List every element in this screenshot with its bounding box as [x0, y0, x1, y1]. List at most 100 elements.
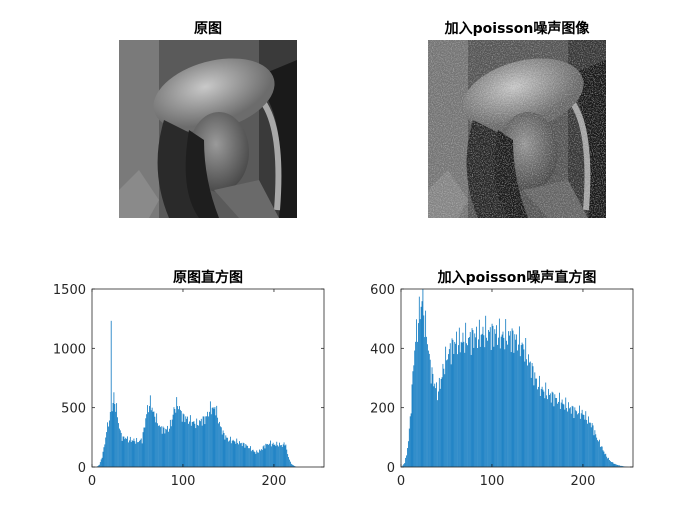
histogram-bar [266, 444, 268, 467]
histogram-bar [488, 329, 489, 467]
histogram-bar [144, 427, 146, 467]
histogram-bar [256, 450, 258, 467]
histogram-bar [486, 337, 487, 467]
histogram-bar [261, 450, 263, 467]
histogram-bar [582, 414, 584, 467]
histogram-bar [601, 446, 603, 467]
histogram-bar [569, 407, 571, 467]
histogram-bar [146, 414, 148, 467]
histogram-bar [418, 296, 420, 467]
histogram-bar [249, 448, 250, 467]
histogram-bar [576, 411, 578, 467]
histogram-bar [555, 397, 557, 467]
histogram-bar [481, 333, 483, 467]
histogram-bar [275, 446, 277, 467]
y-tick-label: 600 [370, 283, 395, 298]
histogram-bar [413, 365, 415, 467]
histogram-bar [276, 441, 278, 467]
histogram-bar [98, 464, 100, 467]
histogram-bar [564, 409, 566, 467]
histogram-bar [599, 447, 601, 467]
histogram-bar [104, 444, 106, 467]
histogram-bar [464, 352, 466, 467]
histogram-bar [407, 448, 408, 467]
histogram-bar [148, 412, 149, 467]
histogram-bar [228, 441, 229, 467]
histogram-bar [436, 382, 437, 467]
histogram-bar [271, 444, 273, 467]
histogram-bar [246, 445, 248, 467]
histogram-bar [285, 444, 287, 467]
histogram-bar [520, 345, 522, 467]
histogram-bar [270, 440, 271, 467]
histogram-bar [585, 411, 587, 467]
histogram-bar [522, 344, 524, 467]
histogram-bar [465, 322, 467, 467]
histogram-bar [112, 402, 114, 467]
histogram-bar [241, 446, 243, 467]
histogram-bar [498, 337, 499, 467]
histogram-bar [454, 341, 456, 467]
histogram-bar [556, 397, 558, 467]
histogram-bar [468, 337, 469, 467]
histogram-bar [571, 405, 573, 467]
histogram-bar [219, 421, 220, 467]
histogram-bar [138, 442, 139, 467]
histogram-bar [200, 418, 202, 467]
histogram-bar [557, 403, 558, 467]
histogram-bar [251, 449, 253, 467]
histogram-bar [538, 386, 539, 467]
histogram-bar [494, 329, 496, 467]
histogram-bar [595, 434, 597, 467]
histogram-bar [503, 337, 505, 467]
histogram-bar [290, 461, 291, 467]
histogram-bar [542, 389, 544, 467]
histogram-bar [414, 350, 416, 467]
histogram-bar [181, 421, 183, 467]
histogram-bar [417, 341, 418, 467]
histogram-bar [254, 452, 256, 467]
histogram-bar [578, 413, 579, 467]
histogram-bar [269, 443, 270, 467]
histogram-bar [621, 465, 623, 467]
histogram-bar [580, 413, 582, 467]
histogram-bar [114, 404, 116, 467]
histogram-bar [129, 440, 130, 467]
histogram-bar [613, 463, 615, 467]
histogram-bar [438, 391, 439, 467]
histogram-bar [591, 423, 593, 467]
histogram-bar [218, 423, 219, 467]
histogram-bar [498, 318, 500, 467]
histogram-bar [115, 411, 117, 467]
histogram-bar [616, 464, 618, 467]
histogram-bar [471, 328, 473, 467]
histogram-bar [207, 411, 209, 467]
histogram-bar [155, 422, 157, 467]
histogram-bar [528, 354, 529, 467]
x-tick-label: 200 [571, 474, 596, 489]
axes-box [91, 288, 325, 468]
histogram-bar [163, 427, 165, 467]
histogram-bar [426, 336, 427, 467]
y-tick-label: 0 [78, 461, 86, 476]
histogram-bar [135, 443, 137, 467]
histogram-bar [174, 409, 176, 467]
histogram-bar [405, 457, 407, 467]
histogram-bar [179, 409, 181, 467]
histogram-bar [420, 306, 422, 467]
histogram-bar [532, 366, 534, 467]
histogram-bar [508, 335, 510, 467]
histogram-bar [293, 465, 295, 467]
histogram-bar [452, 339, 454, 467]
histogram-bar [154, 416, 156, 467]
histogram-bar [438, 377, 440, 467]
histogram-bar [260, 449, 262, 467]
histogram-bar [409, 416, 411, 467]
histogram-bar [204, 424, 206, 467]
histogram-bar [619, 465, 621, 467]
histogram-bar [545, 382, 547, 467]
histogram-bar [559, 408, 561, 467]
histogram-bar [534, 372, 536, 467]
histogram-bar [468, 337, 470, 467]
histogram-bar [437, 400, 438, 467]
